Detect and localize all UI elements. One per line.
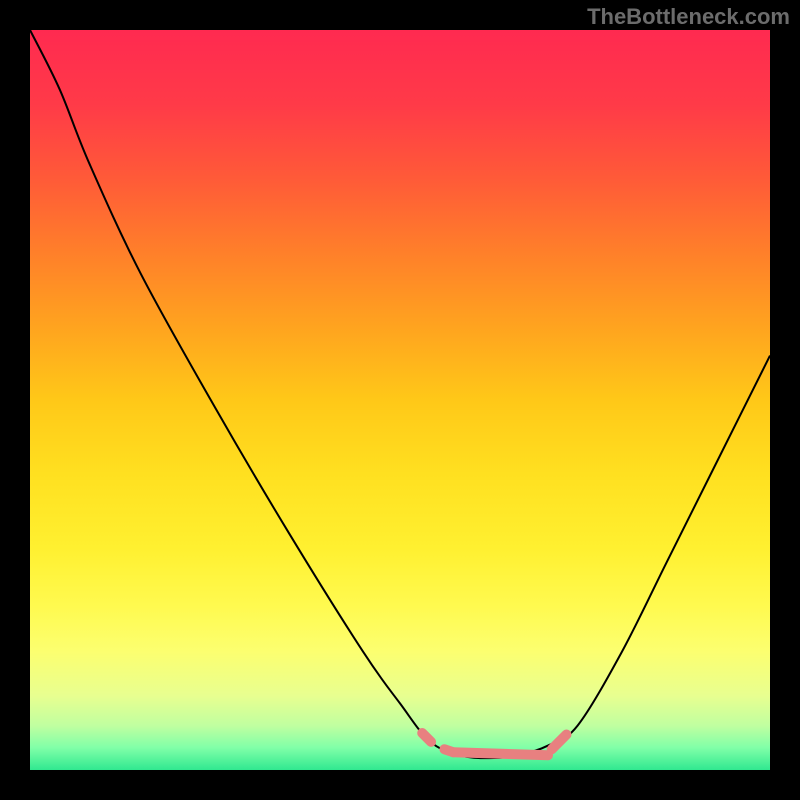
bottom-mark-segment: [422, 733, 431, 742]
chart-container: TheBottleneck.com: [0, 0, 800, 800]
plot-background: [30, 30, 770, 770]
chart-svg: [0, 0, 800, 800]
bottom-mark-segment: [453, 752, 548, 755]
watermark-text: TheBottleneck.com: [587, 4, 790, 30]
